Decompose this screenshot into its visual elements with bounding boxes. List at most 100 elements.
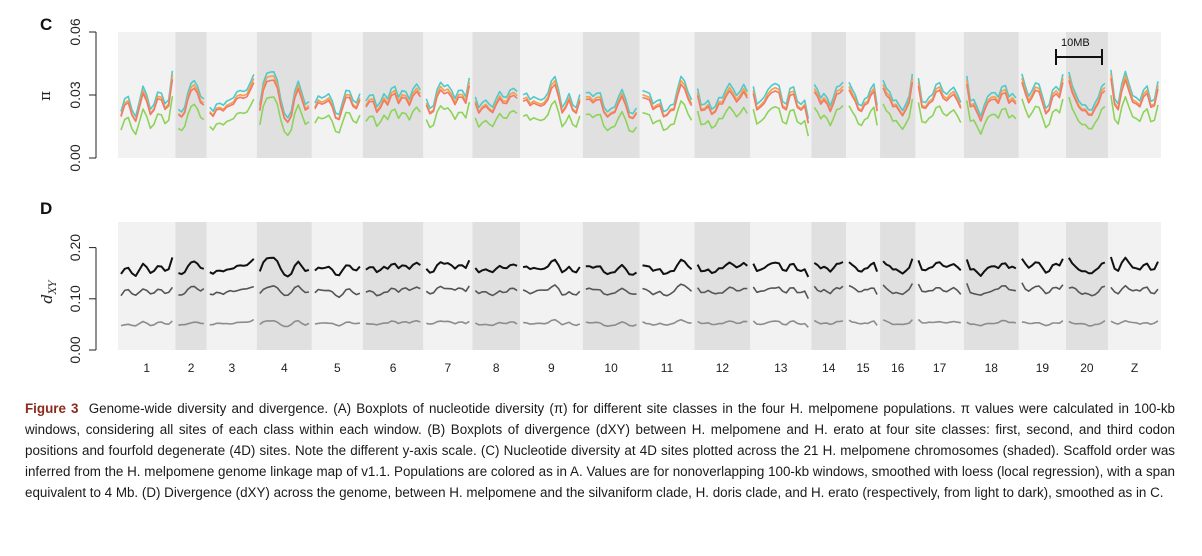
dxy-series-3-chr-11 bbox=[642, 319, 692, 326]
dxy-series-1-chr-5 bbox=[314, 264, 361, 277]
pi-series-2-chr-12 bbox=[696, 86, 749, 115]
chromosome-label-11: 11 bbox=[661, 361, 674, 375]
d-band-chr-10 bbox=[582, 222, 640, 350]
chromosome-label-2: 2 bbox=[188, 361, 195, 375]
pi-series-1-chr-10 bbox=[585, 88, 638, 115]
dxy-series-2-chr-16 bbox=[882, 283, 914, 296]
c-tick-label: 0.06 bbox=[67, 18, 83, 45]
dxy-series-2-chr-3 bbox=[209, 285, 255, 296]
dxy-series-3-chr-12 bbox=[697, 320, 748, 326]
pi-series-4-chr-13 bbox=[752, 106, 810, 137]
chromosome-label-3: 3 bbox=[228, 361, 235, 375]
dxy-series-3-chr-18 bbox=[966, 319, 1017, 327]
dxy-series-2-chr-18 bbox=[966, 283, 1017, 296]
pi-series-1-chr-13 bbox=[752, 82, 810, 119]
pi-series-1-chr-20 bbox=[1068, 71, 1106, 111]
dxy-series-1-chr-13 bbox=[752, 261, 810, 278]
chromosome-label-8: 8 bbox=[493, 361, 500, 375]
d-band-chr-9 bbox=[520, 222, 583, 350]
dxy-series-1-chr-15 bbox=[848, 261, 879, 273]
c-band-chr-17 bbox=[915, 32, 964, 158]
pi-series-4-chr-17 bbox=[917, 102, 962, 124]
pi-series-4-chr-20 bbox=[1068, 96, 1106, 130]
d-band-chr-19 bbox=[1018, 222, 1066, 350]
pi-series-4-chr-8 bbox=[474, 110, 518, 128]
panel-c: C 0.00 0.03 0.06 π 10MB bbox=[36, 15, 1161, 172]
dxy-series-3-chr-3 bbox=[209, 318, 255, 326]
dxy-series-1-chr-19 bbox=[1021, 258, 1064, 274]
chromosome-label-20: 20 bbox=[1080, 361, 1094, 375]
c-band-chr-3 bbox=[206, 32, 257, 158]
pi-series-1-chr-1 bbox=[120, 70, 174, 118]
d-band-chr-14 bbox=[811, 222, 847, 350]
dxy-series-1-chr-14 bbox=[813, 261, 844, 273]
d-band-chr-8 bbox=[472, 222, 521, 350]
pi-series-4-chr-3 bbox=[209, 98, 255, 131]
dxy-series-1-chr-Z bbox=[1109, 256, 1159, 272]
chromosome-label-15: 15 bbox=[856, 361, 870, 375]
pi-series-3-chr-14 bbox=[813, 89, 844, 113]
chromosome-label-7: 7 bbox=[444, 361, 451, 375]
pi-series-4-chr-15 bbox=[848, 105, 878, 127]
y-axis-title-d-main: d bbox=[38, 294, 56, 304]
pi-series-2-chr-3 bbox=[209, 78, 255, 117]
dxy-series-1-chr-17 bbox=[917, 260, 962, 272]
pi-series-1-chr-14 bbox=[813, 81, 844, 107]
dxy-series-3-chr-13 bbox=[752, 320, 809, 328]
dxy-series-2-chr-6 bbox=[365, 286, 421, 297]
figure-caption: Figure 3 Genome-wide diversity and diver… bbox=[25, 398, 1175, 503]
dxy-series-2-chr-7 bbox=[425, 285, 470, 295]
panel-d: D 0.000.100.20 dXY 1 2 3 4 5 6 7 8 9 10 11 12 13 14 15… bbox=[38, 199, 1161, 375]
pi-series-4-chr-11 bbox=[642, 100, 693, 132]
pi-series-4-chr-19 bbox=[1021, 98, 1064, 129]
pi-series-3-chr-13 bbox=[752, 90, 810, 124]
pi-series-3-chr-16 bbox=[882, 82, 914, 117]
caption-text: Genome-wide diversity and divergence. (A… bbox=[25, 401, 1175, 500]
pi-series-4-chr-12 bbox=[696, 105, 748, 129]
c-band-chr-8 bbox=[472, 32, 521, 158]
figure-3: C 0.00 0.03 0.06 π 10MB D 0.00 0.10 0.20 dXY… bbox=[36, 15, 1161, 375]
d-band-chr-7 bbox=[423, 222, 473, 350]
pi-series-3-chr-1 bbox=[120, 79, 174, 123]
d-band-chr-3 bbox=[206, 222, 257, 350]
d-tick-label: 0.20 bbox=[67, 234, 83, 261]
d-band-chr-5 bbox=[311, 222, 363, 350]
chromosome-label-1: 1 bbox=[143, 361, 150, 375]
c-band-chr-Z bbox=[1107, 32, 1161, 158]
chromosome-bands-c bbox=[118, 32, 1161, 158]
pi-series-3-chr-Z bbox=[1110, 78, 1159, 111]
pi-series bbox=[120, 69, 1159, 137]
chromosome-label-10: 10 bbox=[604, 361, 618, 375]
chromosome-label-5: 5 bbox=[334, 361, 341, 375]
pi-series-3-chr-3 bbox=[209, 82, 255, 118]
chromosome-label-14: 14 bbox=[822, 361, 836, 375]
dxy-series-2-chr-2 bbox=[178, 285, 205, 296]
chromosome-label-Z: Z bbox=[1131, 361, 1138, 375]
chromosome-label-16: 16 bbox=[891, 361, 905, 375]
chromosome-label-12: 12 bbox=[716, 361, 730, 375]
dxy-series-3-chr-9 bbox=[523, 318, 581, 327]
pi-series-1-chr-11 bbox=[642, 75, 693, 113]
dxy-series-2-chr-Z bbox=[1110, 284, 1159, 295]
pi-series-3-chr-5 bbox=[314, 96, 361, 121]
chromosome-label-13: 13 bbox=[774, 361, 788, 375]
pi-series-4-chr-4 bbox=[259, 96, 310, 137]
pi-series-1-chr-6 bbox=[365, 83, 421, 108]
pi-series-3-chr-18 bbox=[966, 83, 1017, 122]
dxy-series-3-chr-Z bbox=[1110, 319, 1159, 326]
y-axis-title-d-sub: XY bbox=[48, 279, 59, 295]
pi-series-4-chr-14 bbox=[813, 105, 844, 127]
d-tick-label: 0.00 bbox=[67, 336, 83, 363]
d-band-chr-Z bbox=[1107, 222, 1161, 350]
d-band-chr-1 bbox=[118, 222, 176, 350]
pi-series-4-chr-7 bbox=[425, 101, 471, 129]
dxy-series-3-chr-8 bbox=[474, 321, 518, 327]
dxy-series-1-chr-1 bbox=[120, 257, 174, 277]
pi-series-4-chr-1 bbox=[120, 96, 174, 136]
c-band-chr-11 bbox=[639, 32, 695, 158]
dxy-series-3-chr-15 bbox=[848, 319, 878, 326]
dxy-series-2-chr-5 bbox=[314, 288, 361, 299]
scale-bar: 10MB bbox=[1055, 37, 1103, 65]
pi-series-3-chr-20 bbox=[1068, 80, 1106, 116]
dxy-series-3-chr-14 bbox=[813, 319, 844, 326]
